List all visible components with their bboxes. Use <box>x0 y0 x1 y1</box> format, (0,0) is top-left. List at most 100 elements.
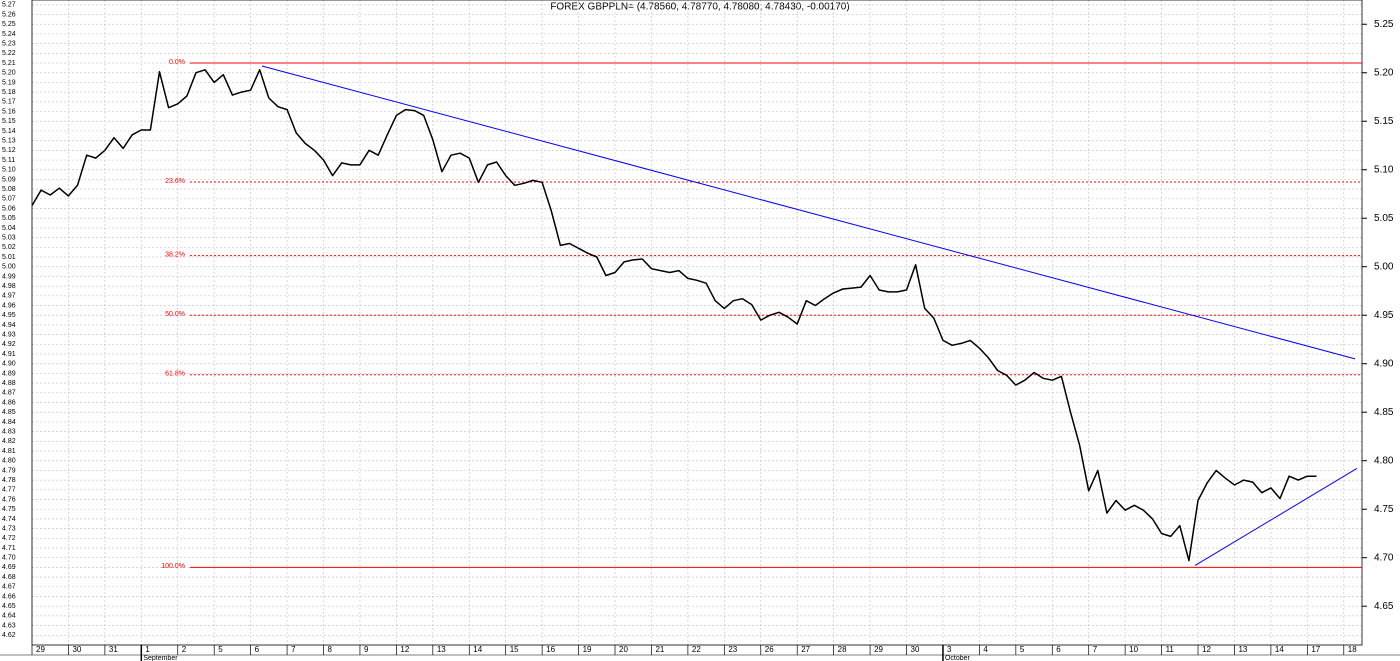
price-line <box>31 69 1317 562</box>
y-tick-label: 4.70 <box>2 555 16 562</box>
fib-label: 0.0% <box>169 59 185 66</box>
y-tick-label: 5.26 <box>2 11 16 18</box>
x-tick-label: 19 <box>583 645 592 654</box>
y-tick-label: 5.25 <box>2 21 16 28</box>
y-tick-label: 4.80 <box>2 458 16 465</box>
y-tick-label: 5.01 <box>2 254 16 261</box>
x-tick-label: 18 <box>1348 645 1357 654</box>
x-tick-label: 5 <box>218 645 223 654</box>
y-tick-label: 5.04 <box>2 225 16 232</box>
x-tick-label: 13 <box>1238 645 1247 654</box>
y-tick-label: 4.97 <box>2 293 16 300</box>
x-tick-label: 6 <box>1056 645 1061 654</box>
x-tick-label: 10 <box>1129 645 1138 654</box>
x-tick-label: 6 <box>255 645 260 654</box>
y-tick-label: 5.20 <box>2 70 16 77</box>
x-tick-label: 30 <box>72 645 81 654</box>
y-tick-label: 4.83 <box>2 428 16 435</box>
y-tick-label: 5.24 <box>2 31 16 38</box>
y2-tick-label: 4.80 <box>1374 455 1394 466</box>
y2-tick-label: 4.95 <box>1374 310 1394 321</box>
y-tick-label: 4.76 <box>2 496 16 503</box>
x-tick-label: 16 <box>546 645 555 654</box>
y-tick-label: 4.89 <box>2 370 16 377</box>
y-tick-label: 4.85 <box>2 409 16 416</box>
y-tick-label: 5.06 <box>2 205 16 212</box>
x-tick-label: 12 <box>1202 645 1211 654</box>
x-tick-label: 17 <box>1311 645 1320 654</box>
y-tick-label: 5.09 <box>2 176 16 183</box>
chart-title: FOREX GBPPLN= (4.78560, 4.78770, 4.78080… <box>550 2 849 13</box>
x-tick-label: 27 <box>801 645 810 654</box>
y-tick-label: 4.94 <box>2 322 16 329</box>
y-tick-label: 4.86 <box>2 399 16 406</box>
x-tick-label: 23 <box>728 645 737 654</box>
y-tick-label: 5.12 <box>2 147 16 154</box>
y-tick-label: 4.75 <box>2 506 16 513</box>
y2-tick-label: 5.05 <box>1374 213 1394 224</box>
y-tick-label: 5.22 <box>2 50 16 57</box>
y-tick-label: 4.64 <box>2 613 16 620</box>
x-tick-label: 12 <box>400 645 409 654</box>
fib-label: 38.2% <box>165 252 185 259</box>
y-tick-label: 4.98 <box>2 283 16 290</box>
x-tick-label: 22 <box>692 645 701 654</box>
x-tick-label: 7 <box>291 645 296 654</box>
y-tick-label: 5.10 <box>2 167 16 174</box>
x-tick-label: 8 <box>328 645 333 654</box>
y-tick-label: 5.05 <box>2 215 16 222</box>
y-tick-label: 4.91 <box>2 351 16 358</box>
x-tick-label: 4 <box>983 645 988 654</box>
y-tick-label: 5.08 <box>2 186 16 193</box>
y-tick-label: 4.95 <box>2 312 16 319</box>
y-tick-label: 4.88 <box>2 380 16 387</box>
fib-label: 50.0% <box>165 311 185 318</box>
y-tick-label: 5.19 <box>2 79 16 86</box>
y2-tick-label: 4.75 <box>1374 504 1394 515</box>
y2-tick-label: 4.65 <box>1374 601 1394 612</box>
y-tick-label: 5.16 <box>2 108 16 115</box>
x-tick-label: 11 <box>1166 645 1175 654</box>
y-tick-label: 4.96 <box>2 302 16 309</box>
y-tick-label: 4.84 <box>2 419 16 426</box>
y-tick-label: 5.14 <box>2 128 16 135</box>
trendline <box>1194 468 1358 566</box>
fib-label: 100.0% <box>161 563 185 570</box>
x-tick-label: 14 <box>473 645 482 654</box>
x-tick-label: 9 <box>364 645 369 654</box>
y2-tick-label: 4.85 <box>1374 407 1394 418</box>
y-tick-label: 5.11 <box>2 157 15 164</box>
y-tick-label: 4.87 <box>2 390 16 397</box>
y2-tick-label: 5.10 <box>1374 164 1394 175</box>
y2-tick-label: 4.70 <box>1374 552 1394 563</box>
y-tick-label: 4.67 <box>2 584 16 591</box>
y-tick-label: 5.13 <box>2 137 16 144</box>
month-label: September <box>143 655 178 661</box>
x-tick-label: 28 <box>838 645 847 654</box>
x-tick-label: 7 <box>1093 645 1098 654</box>
y2-tick-label: 5.15 <box>1374 116 1394 127</box>
y-tick-label: 4.71 <box>2 545 16 552</box>
x-tick-label: 14 <box>1275 645 1284 654</box>
y-tick-label: 5.18 <box>2 89 16 96</box>
y-tick-label: 4.65 <box>2 603 16 610</box>
y-tick-label: 5.03 <box>2 234 16 241</box>
y-tick-label: 4.93 <box>2 331 16 338</box>
y-tick-label: 5.07 <box>2 196 16 203</box>
y-tick-label: 5.21 <box>2 60 16 67</box>
fib-label: 23.6% <box>165 178 185 185</box>
x-tick-label: 13 <box>437 645 446 654</box>
y-tick-label: 5.27 <box>2 2 16 9</box>
y-tick-label: 4.79 <box>2 467 16 474</box>
x-tick-label: 26 <box>765 645 774 654</box>
y2-tick-label: 4.90 <box>1374 358 1394 369</box>
x-tick-label: 21 <box>655 645 664 654</box>
y-tick-label: 4.81 <box>2 448 16 455</box>
y-tick-label: 4.62 <box>2 632 16 639</box>
y-tick-label: 4.99 <box>2 273 16 280</box>
x-tick-label: 2 <box>182 645 187 654</box>
y2-tick-label: 5.20 <box>1374 67 1394 78</box>
x-tick-label: 15 <box>510 645 519 654</box>
y-tick-label: 4.77 <box>2 487 16 494</box>
y-tick-label: 4.74 <box>2 516 16 523</box>
